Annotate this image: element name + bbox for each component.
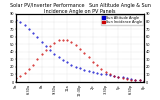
Title: Solar PV/Inverter Performance   Sun Altitude Angle & Sun Incidence Angle on PV P: Solar PV/Inverter Performance Sun Altitu… <box>10 3 150 14</box>
Legend: Sun Altitude Angle, Sun Incidence Angle: Sun Altitude Angle, Sun Incidence Angle <box>101 15 143 25</box>
